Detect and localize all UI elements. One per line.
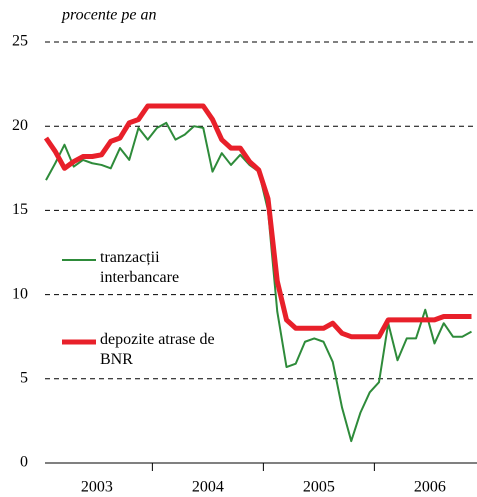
legend-label: tranzacții interbancare: [96, 246, 229, 290]
x-tick-label: 2003: [81, 479, 113, 496]
series-line: [43, 103, 472, 340]
y-tick-label: 5: [20, 369, 28, 386]
x-tick-label: 2004: [192, 479, 224, 496]
y-tick-label: 15: [12, 201, 28, 218]
y-axis-label: procente pe an: [61, 7, 156, 24]
y-tick-label: 10: [12, 285, 28, 302]
x-tick-label: 2006: [414, 479, 446, 496]
x-tick-label: 2005: [303, 479, 335, 496]
y-tick-label: 20: [12, 117, 28, 134]
y-tick-label: 0: [20, 454, 28, 471]
legend-label: depozite atrase de BNR: [96, 328, 229, 372]
y-tick-label: 25: [12, 33, 28, 50]
